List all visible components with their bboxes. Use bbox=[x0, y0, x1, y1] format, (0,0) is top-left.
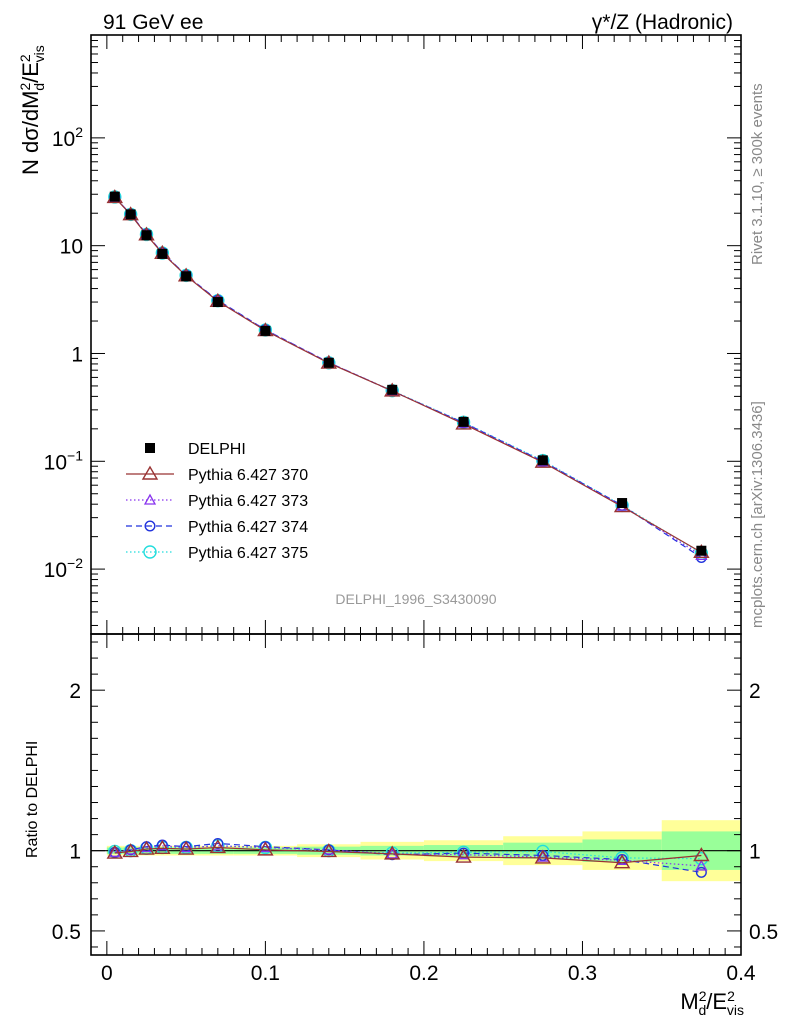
ratio-point-p370 bbox=[177, 840, 195, 855]
ratio-point-p374 bbox=[212, 837, 224, 849]
header-right-label: γ*/Z (Hadronic) bbox=[592, 11, 733, 34]
ratio-line-p373 bbox=[114, 845, 702, 867]
ratio-panel: 0.5 0.5 1 1 2 2 bbox=[52, 633, 778, 956]
ratio-y-tick-label-left: 1 bbox=[69, 841, 81, 864]
legend-marker-data bbox=[145, 443, 155, 453]
main-axis-ticks bbox=[91, 34, 742, 634]
ratio-point-p370 bbox=[455, 848, 472, 863]
data-point-data bbox=[458, 416, 469, 427]
legend-item-data: DELPHI bbox=[145, 441, 246, 458]
ratio-point-p370 bbox=[693, 847, 710, 862]
legend-label-p374: Pythia 6.427 374 bbox=[188, 519, 308, 536]
main-series-group bbox=[106, 189, 710, 564]
main-y-tick-labels: 102 10 1 10−1 10−2 bbox=[44, 124, 84, 582]
legend-label-p375: Pythia 6.427 375 bbox=[188, 545, 308, 562]
x-tick-label: 0.4 bbox=[726, 962, 756, 985]
main-y-tick-label: 10−2 bbox=[44, 555, 84, 582]
ratio-y-tick-label-right: 1 bbox=[749, 841, 761, 864]
legend-item-p373: Pythia 6.427 373 bbox=[126, 493, 308, 510]
series-data bbox=[109, 191, 707, 556]
main-y-tick-label: 10−1 bbox=[44, 447, 84, 474]
data-point-data bbox=[537, 455, 548, 466]
analysis-id-label: DELPHI_1996_S3430090 bbox=[335, 591, 496, 607]
legend-item-p375: Pythia 6.427 375 bbox=[126, 545, 308, 562]
data-point-data bbox=[109, 191, 120, 202]
ratio-point-p373 bbox=[695, 859, 708, 871]
x-tick-label: 0.3 bbox=[568, 962, 597, 985]
data-point-data bbox=[212, 297, 223, 308]
ratio-point-p370 bbox=[534, 849, 552, 864]
ratio-y-tick-label-left: 2 bbox=[69, 680, 81, 703]
ratio-axis-ticks bbox=[91, 634, 742, 955]
ratio-line-p370 bbox=[114, 846, 702, 864]
data-point-data bbox=[157, 248, 168, 259]
legend-marker-p374 bbox=[144, 520, 156, 532]
ratio-point-p370 bbox=[613, 854, 631, 869]
x-tick-label: 0 bbox=[101, 962, 113, 985]
legend-marker-p375 bbox=[143, 545, 157, 559]
ratio-point-p370 bbox=[209, 839, 227, 854]
main-y-tick-label: 102 bbox=[52, 124, 83, 151]
ratio-y-tick-label-right: 2 bbox=[749, 680, 761, 703]
data-point-data bbox=[323, 357, 334, 368]
data-point-data bbox=[387, 384, 398, 395]
data-point-data bbox=[125, 209, 136, 220]
ratio-point-p370 bbox=[122, 843, 139, 858]
header-left-label: 91 GeV ee bbox=[103, 11, 203, 34]
ratio-y-axis-label: Ratio to DELPHI bbox=[24, 741, 41, 858]
ratio-series-p370 bbox=[106, 839, 710, 869]
ratio-point-p374 bbox=[458, 847, 470, 859]
ratio-point-p370 bbox=[138, 840, 155, 855]
ratio-y-tick-label-right: 0.5 bbox=[749, 921, 778, 944]
legend: DELPHI Pythia 6.427 370 Pythia 6.427 373 Py… bbox=[126, 441, 308, 562]
ratio-point-p370 bbox=[320, 843, 338, 858]
legend-label-p373: Pythia 6.427 373 bbox=[188, 493, 308, 510]
ratio-point-p373 bbox=[108, 845, 121, 857]
mcplots-label: mcplots.cern.ch [arXiv:1306.3436] bbox=[749, 401, 766, 628]
ratio-y-tick-labels: 0.5 0.5 1 1 2 2 bbox=[52, 680, 778, 944]
main-panel: 102 10 1 10−1 10−2 DELPHI_1996_S3430090 DELP… bbox=[44, 34, 742, 635]
ratio-point-p370 bbox=[257, 841, 274, 856]
legend-marker-p373 bbox=[143, 493, 157, 505]
x-tick-label: 0.2 bbox=[409, 962, 438, 985]
main-y-axis-label: N dσ/dM2d/E2vis bbox=[17, 45, 47, 175]
ratio-point-p370 bbox=[154, 839, 171, 854]
x-tick-labels: 0 0.1 0.2 0.3 0.4 bbox=[101, 962, 756, 985]
ratio-point-p373 bbox=[536, 850, 549, 862]
main-y-tick-label: 10 bbox=[60, 236, 83, 259]
legend-label-data: DELPHI bbox=[188, 441, 246, 458]
ratio-y-tick-label-left: 0.5 bbox=[52, 921, 81, 944]
data-point-data bbox=[696, 545, 707, 556]
data-point-data bbox=[141, 230, 152, 241]
ratio-point-p370 bbox=[384, 845, 401, 860]
rivet-version-label: Rivet 3.1.10, ≥ 300k events bbox=[749, 83, 766, 265]
data-point-data bbox=[260, 325, 271, 336]
legend-item-p374: Pythia 6.427 374 bbox=[126, 519, 308, 536]
legend-marker-p370 bbox=[141, 465, 159, 480]
x-tick-label: 0.1 bbox=[251, 962, 280, 985]
main-y-tick-label: 1 bbox=[71, 343, 83, 366]
legend-label-p370: Pythia 6.427 370 bbox=[188, 467, 308, 484]
ratio-series-group bbox=[106, 837, 710, 878]
legend-item-p370: Pythia 6.427 370 bbox=[126, 465, 308, 484]
data-point-data bbox=[617, 498, 628, 509]
ratio-point-p370 bbox=[106, 844, 123, 859]
data-point-data bbox=[181, 271, 192, 282]
ratio-point-p374 bbox=[695, 866, 707, 878]
ratio-line-p374 bbox=[114, 842, 702, 873]
x-axis-label: M2 d/E2 vis bbox=[680, 988, 744, 1018]
